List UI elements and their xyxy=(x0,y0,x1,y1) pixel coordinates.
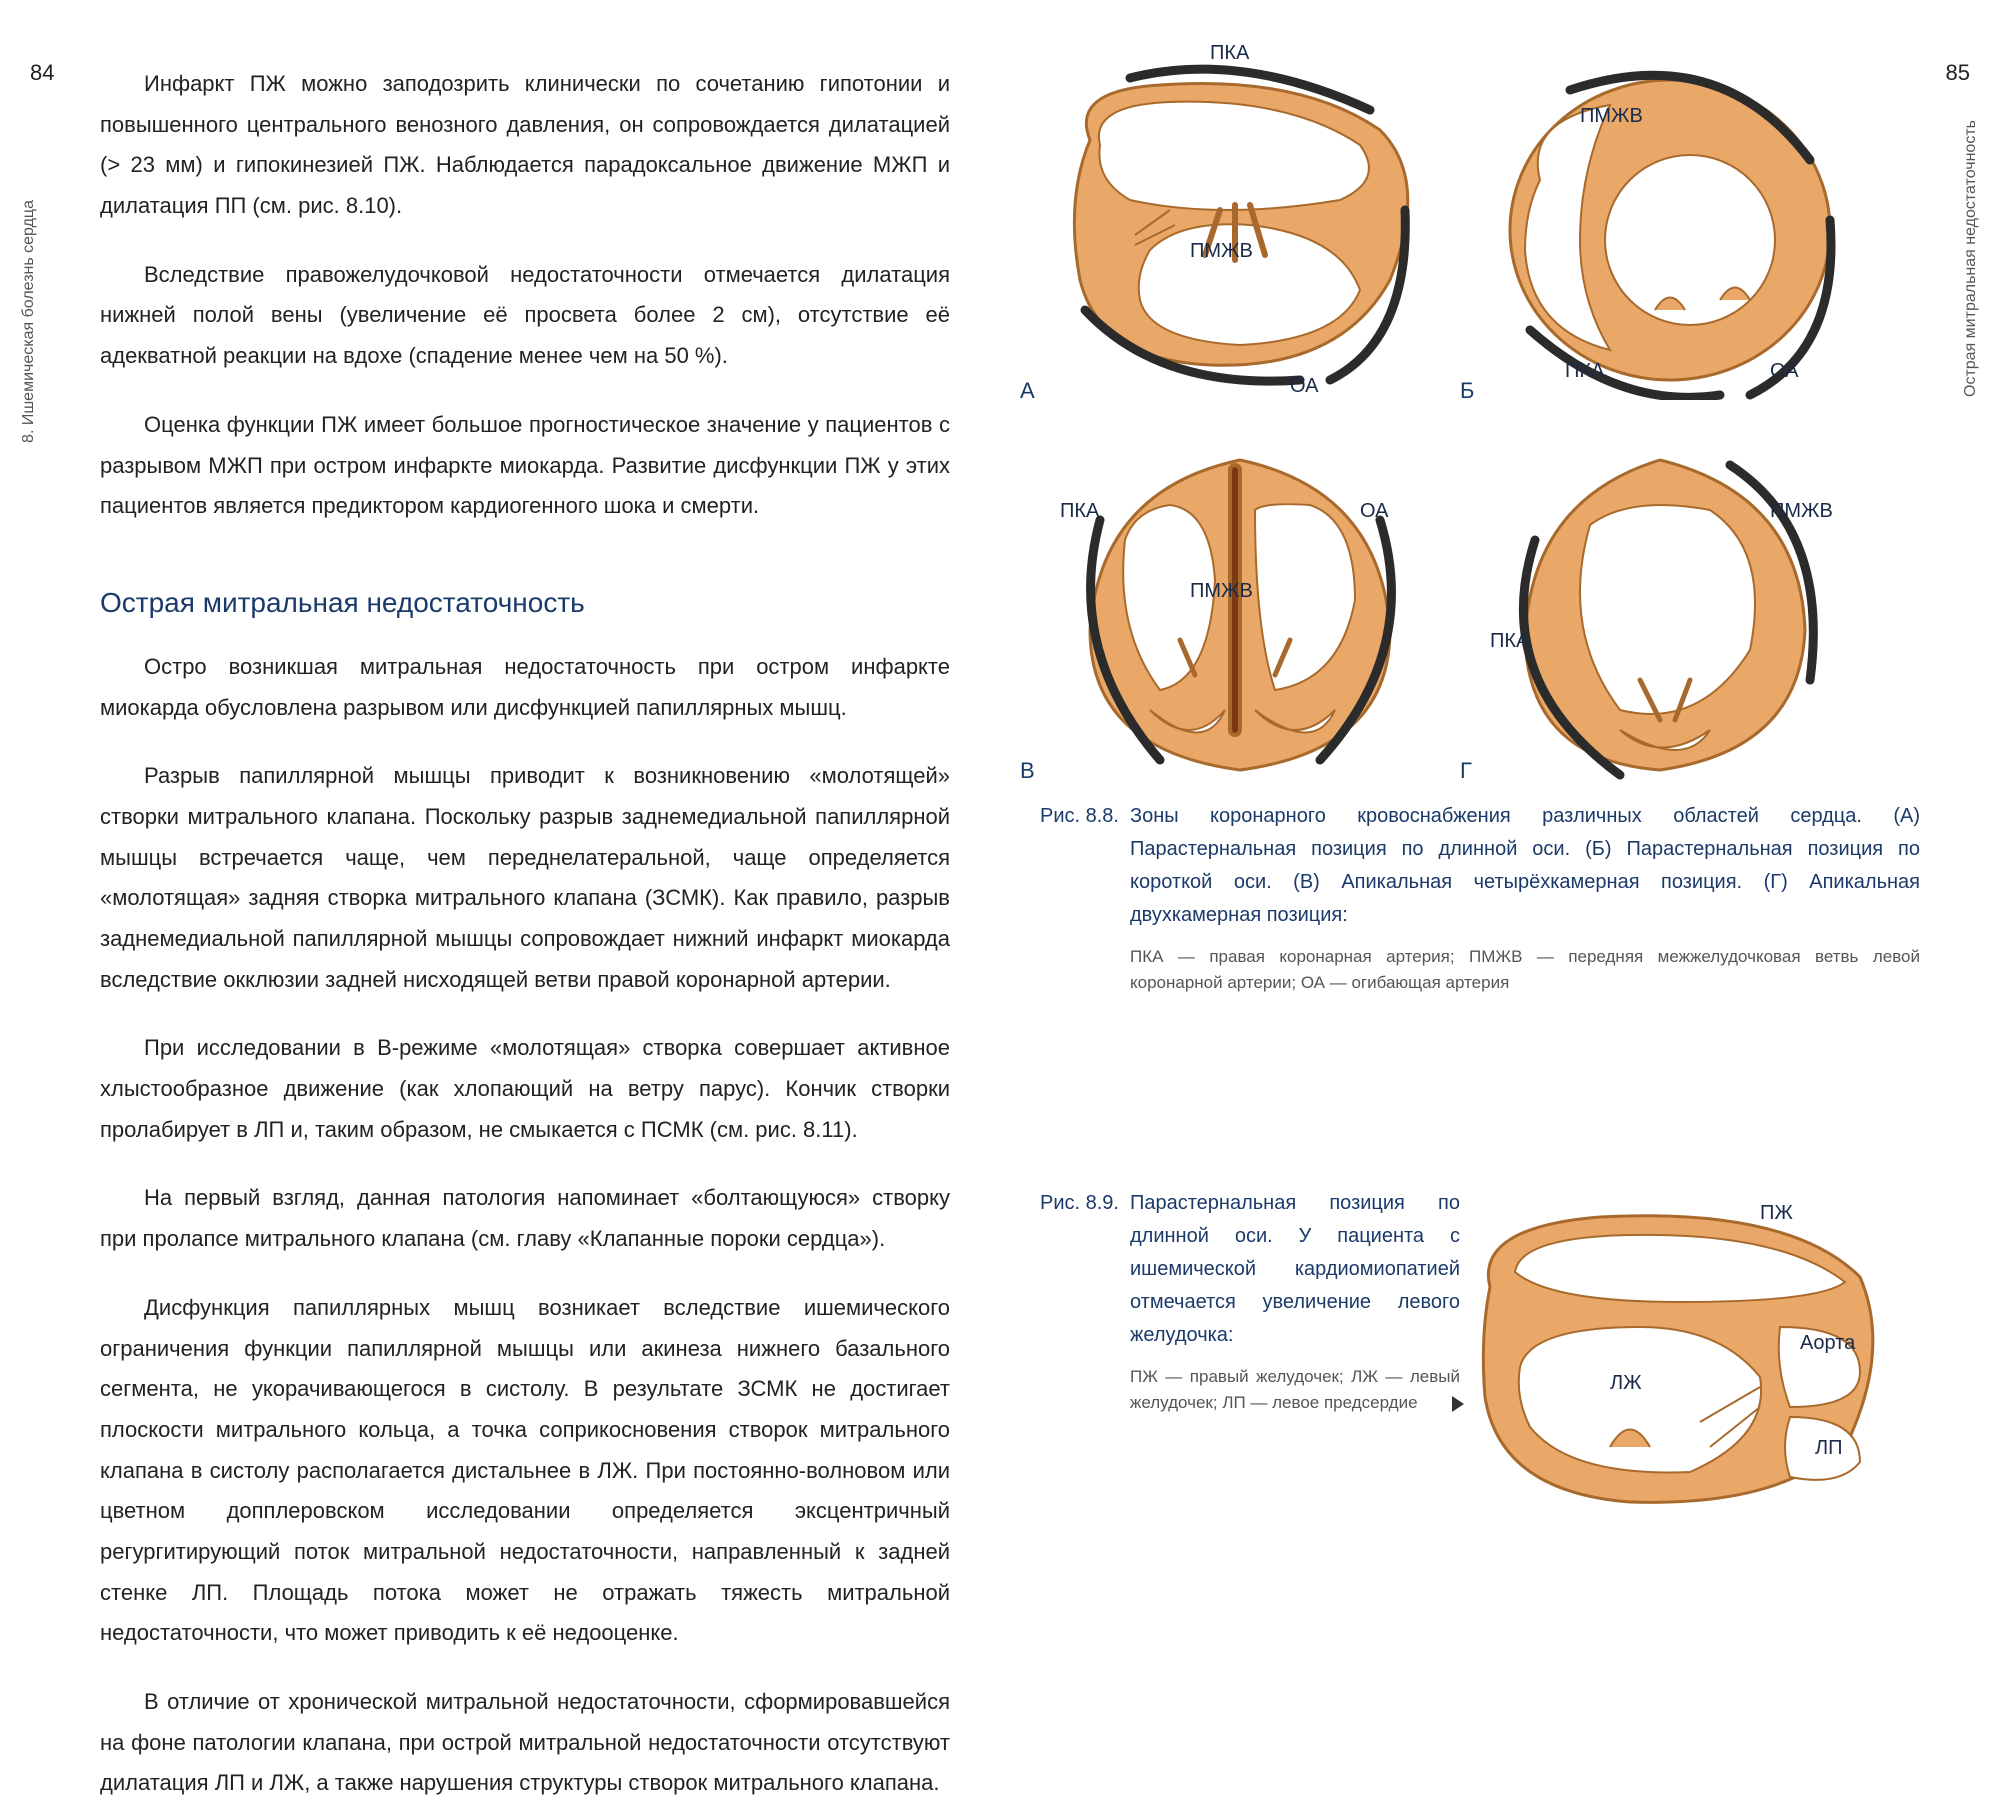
artery-label: ПМЖВ xyxy=(1580,105,1643,128)
caption-lead: Рис. 8.9. xyxy=(1040,1187,1130,1352)
caption-text: Зоны коронарного кровоснабжения различны… xyxy=(1130,800,1920,932)
subfigure-letter: А xyxy=(1020,378,1035,404)
paragraph: Дисфункция папиллярных мышц возникает вс… xyxy=(100,1288,950,1654)
chamber-label: ЛЖ xyxy=(1610,1372,1642,1395)
artery-label: ПМЖВ xyxy=(1190,580,1253,603)
heart-diagram-A: ПКАПМЖВОАА xyxy=(1040,50,1440,400)
artery-label: ОА xyxy=(1290,375,1318,398)
chamber-label: Аорта xyxy=(1800,1332,1855,1355)
figure-8-9-diagram: ПЖ Аорта ЛЖ ЛП xyxy=(1460,1177,1920,1537)
artery-label: ПКА xyxy=(1210,42,1249,65)
artery-label: ПКА xyxy=(1490,630,1529,653)
subfigure-letter: В xyxy=(1020,758,1035,784)
artery-label: ПМЖВ xyxy=(1770,500,1833,523)
artery-label: ОА xyxy=(1360,500,1388,523)
figure-8-9-caption: Рис. 8.9. Парастернальная позиция по дли… xyxy=(1040,1177,1460,1417)
figure-8-8-caption: Рис. 8.8. Зоны коронарного кровоснабжени… xyxy=(1040,800,1920,932)
paragraph: В отличие от хронической митральной недо… xyxy=(100,1682,950,1804)
paragraph: Оценка функции ПЖ имеет большое прогност… xyxy=(100,405,950,527)
caption-lead: Рис. 8.8. xyxy=(1040,800,1130,932)
heart-diagram-G: ПМЖВПКАГ xyxy=(1470,430,1850,780)
subfigure-letter: Б xyxy=(1460,378,1474,404)
chamber-label: ЛП xyxy=(1815,1437,1843,1460)
book-spread: 84 8. Ишемическая болезнь сердца Инфаркт… xyxy=(0,0,2000,1788)
section-heading: Острая митральная недостаточность xyxy=(100,587,950,619)
note-text: ПЖ — правый желудочек; ЛЖ — левый желудо… xyxy=(1130,1367,1460,1412)
subfigure-letter: Г xyxy=(1460,758,1472,784)
figure-8-8-note: ПКА — правая коронарная артерия; ПМЖВ — … xyxy=(1040,944,1920,997)
paragraph: На первый взгляд, данная патология напом… xyxy=(100,1178,950,1259)
chapter-side-label: 8. Ишемическая болезнь сердца xyxy=(20,200,38,443)
artery-label: ПКА xyxy=(1565,360,1604,383)
artery-label: ОА xyxy=(1770,360,1798,383)
figure-8-8-diagram-grid: ПКАПМЖВОААПМЖВПКАОАБПКАОАПМЖВВПМЖВПКАГ xyxy=(1040,50,1860,790)
heart-diagram-V: ПКАОАПМЖВВ xyxy=(1040,430,1440,780)
page-number-right: 85 xyxy=(1946,60,1970,86)
page-left: 84 8. Ишемическая болезнь сердца Инфаркт… xyxy=(0,0,1000,1788)
figure-8-9-note: ПЖ — правый желудочек; ЛЖ — левый желудо… xyxy=(1040,1364,1460,1417)
heart-diagram-B: ПМЖВПКАОАБ xyxy=(1470,50,1850,400)
paragraph: При исследовании в В-режиме «молотящая» … xyxy=(100,1028,950,1150)
paragraph: Разрыв папиллярной мышцы приводит к возн… xyxy=(100,756,950,1000)
page-number-left: 84 xyxy=(30,60,54,86)
paragraph: Вследствие правожелудочковой недостаточн… xyxy=(100,255,950,377)
caption-text: Парастернальная позиция по длинной оси. … xyxy=(1130,1187,1460,1352)
paragraph: Инфаркт ПЖ можно заподозрить клинически … xyxy=(100,64,950,227)
figure-8-9-block: Рис. 8.9. Парастернальная позиция по дли… xyxy=(1040,1177,1920,1537)
chamber-label: ПЖ xyxy=(1760,1202,1793,1225)
paragraph: Остро возникшая митральная недостаточнос… xyxy=(100,647,950,728)
artery-label: ПМЖВ xyxy=(1190,240,1253,263)
section-side-label: Острая митральная недостаточность xyxy=(1962,120,1980,397)
artery-label: ПКА xyxy=(1060,500,1099,523)
page-right: 85 Острая митральная недостаточность ПКА… xyxy=(1000,0,2000,1788)
